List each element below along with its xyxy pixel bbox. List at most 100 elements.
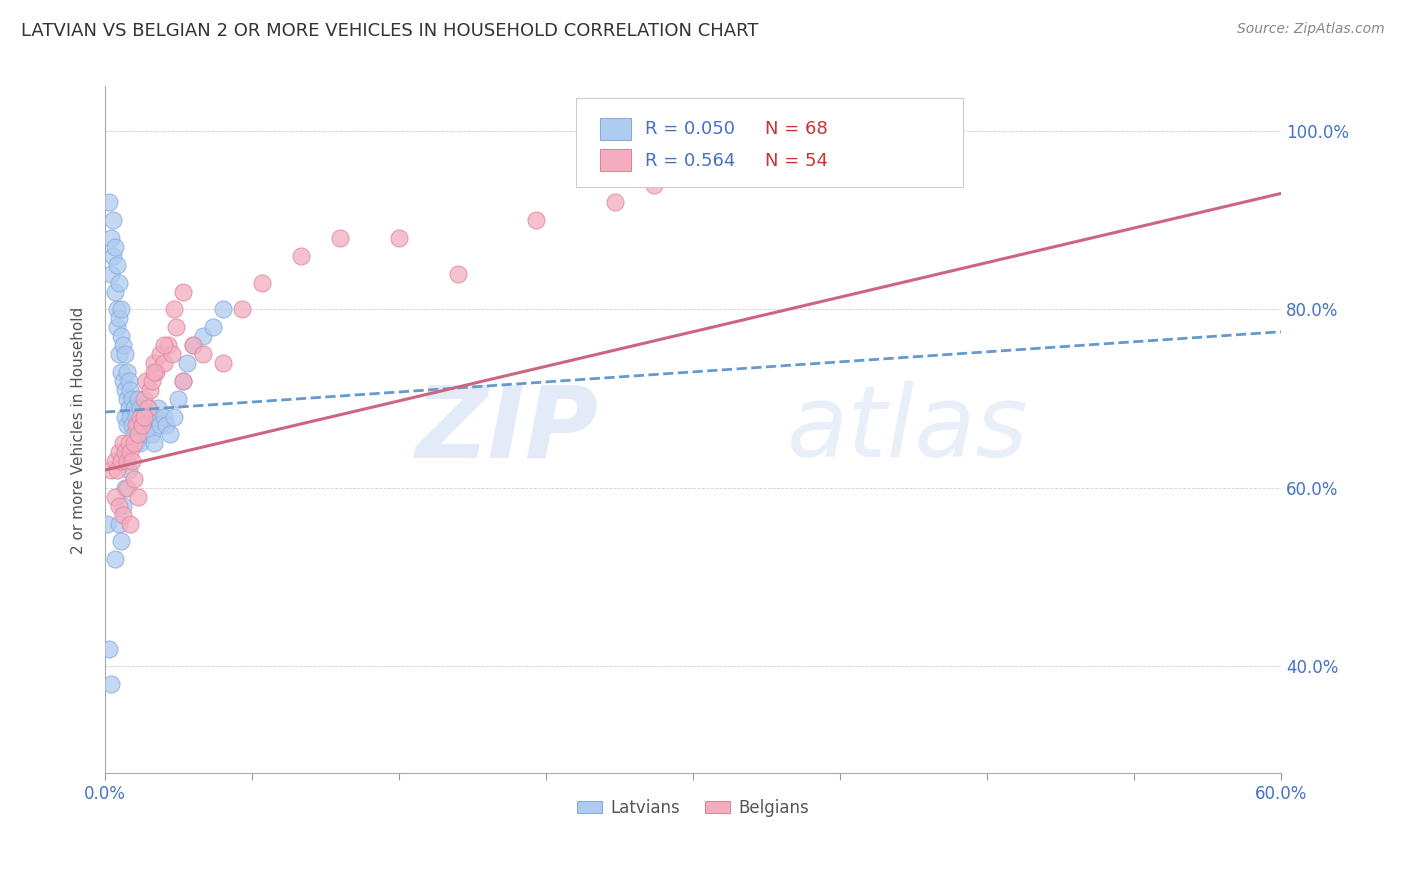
Point	[125, 418, 148, 433]
Point	[111, 508, 134, 522]
Point	[107, 516, 129, 531]
Point	[136, 409, 159, 424]
Point	[152, 338, 174, 352]
Point	[129, 409, 152, 424]
Point	[181, 338, 204, 352]
Point	[104, 552, 127, 566]
Point	[682, 169, 704, 183]
Point	[159, 427, 181, 442]
Point	[191, 329, 214, 343]
Point	[120, 445, 142, 459]
Point	[329, 231, 352, 245]
Point	[134, 392, 156, 406]
Point	[110, 365, 132, 379]
Point	[105, 258, 128, 272]
Point	[134, 418, 156, 433]
Point	[143, 356, 166, 370]
Point	[134, 409, 156, 424]
Point	[135, 427, 157, 442]
Point	[447, 267, 470, 281]
Point	[121, 418, 143, 433]
Point	[149, 418, 172, 433]
Point	[603, 195, 626, 210]
Point	[124, 401, 146, 415]
Point	[141, 374, 163, 388]
Point	[388, 231, 411, 245]
Point	[172, 285, 194, 299]
Point	[145, 365, 167, 379]
Point	[143, 436, 166, 450]
Point	[120, 383, 142, 397]
Point	[100, 231, 122, 245]
Text: N = 54: N = 54	[765, 152, 828, 169]
Point	[117, 436, 139, 450]
Point	[143, 365, 166, 379]
Point	[97, 195, 120, 210]
Point	[100, 267, 122, 281]
Point	[97, 641, 120, 656]
Point	[115, 418, 138, 433]
Point	[114, 383, 136, 397]
Point	[110, 534, 132, 549]
Y-axis label: 2 or more Vehicles in Household: 2 or more Vehicles in Household	[72, 306, 86, 554]
Point	[172, 374, 194, 388]
Point	[121, 454, 143, 468]
Text: ZIP: ZIP	[416, 382, 599, 478]
Point	[127, 427, 149, 442]
Point	[125, 409, 148, 424]
Point	[111, 374, 134, 388]
Point	[139, 418, 162, 433]
Point	[107, 276, 129, 290]
Point	[115, 481, 138, 495]
Point	[110, 302, 132, 317]
Point	[146, 401, 169, 415]
Point	[181, 338, 204, 352]
Point	[524, 213, 547, 227]
Point	[141, 427, 163, 442]
Point	[107, 311, 129, 326]
Point	[115, 392, 138, 406]
Text: R = 0.564: R = 0.564	[645, 152, 735, 169]
Point	[104, 490, 127, 504]
Point	[115, 454, 138, 468]
Text: LATVIAN VS BELGIAN 2 OR MORE VEHICLES IN HOUSEHOLD CORRELATION CHART: LATVIAN VS BELGIAN 2 OR MORE VEHICLES IN…	[21, 22, 759, 40]
Point	[104, 285, 127, 299]
Legend: Latvians, Belgians: Latvians, Belgians	[571, 792, 815, 823]
Point	[104, 454, 127, 468]
Point	[114, 445, 136, 459]
Point	[201, 320, 224, 334]
Point	[172, 374, 194, 388]
Point	[176, 356, 198, 370]
Point	[96, 516, 118, 531]
Point	[111, 436, 134, 450]
Point	[156, 338, 179, 352]
Point	[231, 302, 253, 317]
Point	[117, 463, 139, 477]
Point	[125, 436, 148, 450]
Point	[131, 418, 153, 433]
Point	[100, 677, 122, 691]
Point	[117, 401, 139, 415]
Text: Source: ZipAtlas.com: Source: ZipAtlas.com	[1237, 22, 1385, 37]
Point	[135, 374, 157, 388]
Point	[211, 356, 233, 370]
Text: atlas: atlas	[787, 382, 1029, 478]
Point	[124, 472, 146, 486]
Point	[111, 338, 134, 352]
Point	[149, 347, 172, 361]
Point	[131, 409, 153, 424]
Point	[152, 356, 174, 370]
Point	[127, 392, 149, 406]
Point	[191, 347, 214, 361]
Point	[145, 409, 167, 424]
Text: R = 0.050: R = 0.050	[645, 120, 735, 138]
Point	[110, 454, 132, 468]
Point	[114, 347, 136, 361]
Point	[105, 463, 128, 477]
Point	[290, 249, 312, 263]
Point	[101, 213, 124, 227]
Point	[114, 481, 136, 495]
Point	[211, 302, 233, 317]
Point	[136, 401, 159, 415]
Point	[643, 178, 665, 192]
